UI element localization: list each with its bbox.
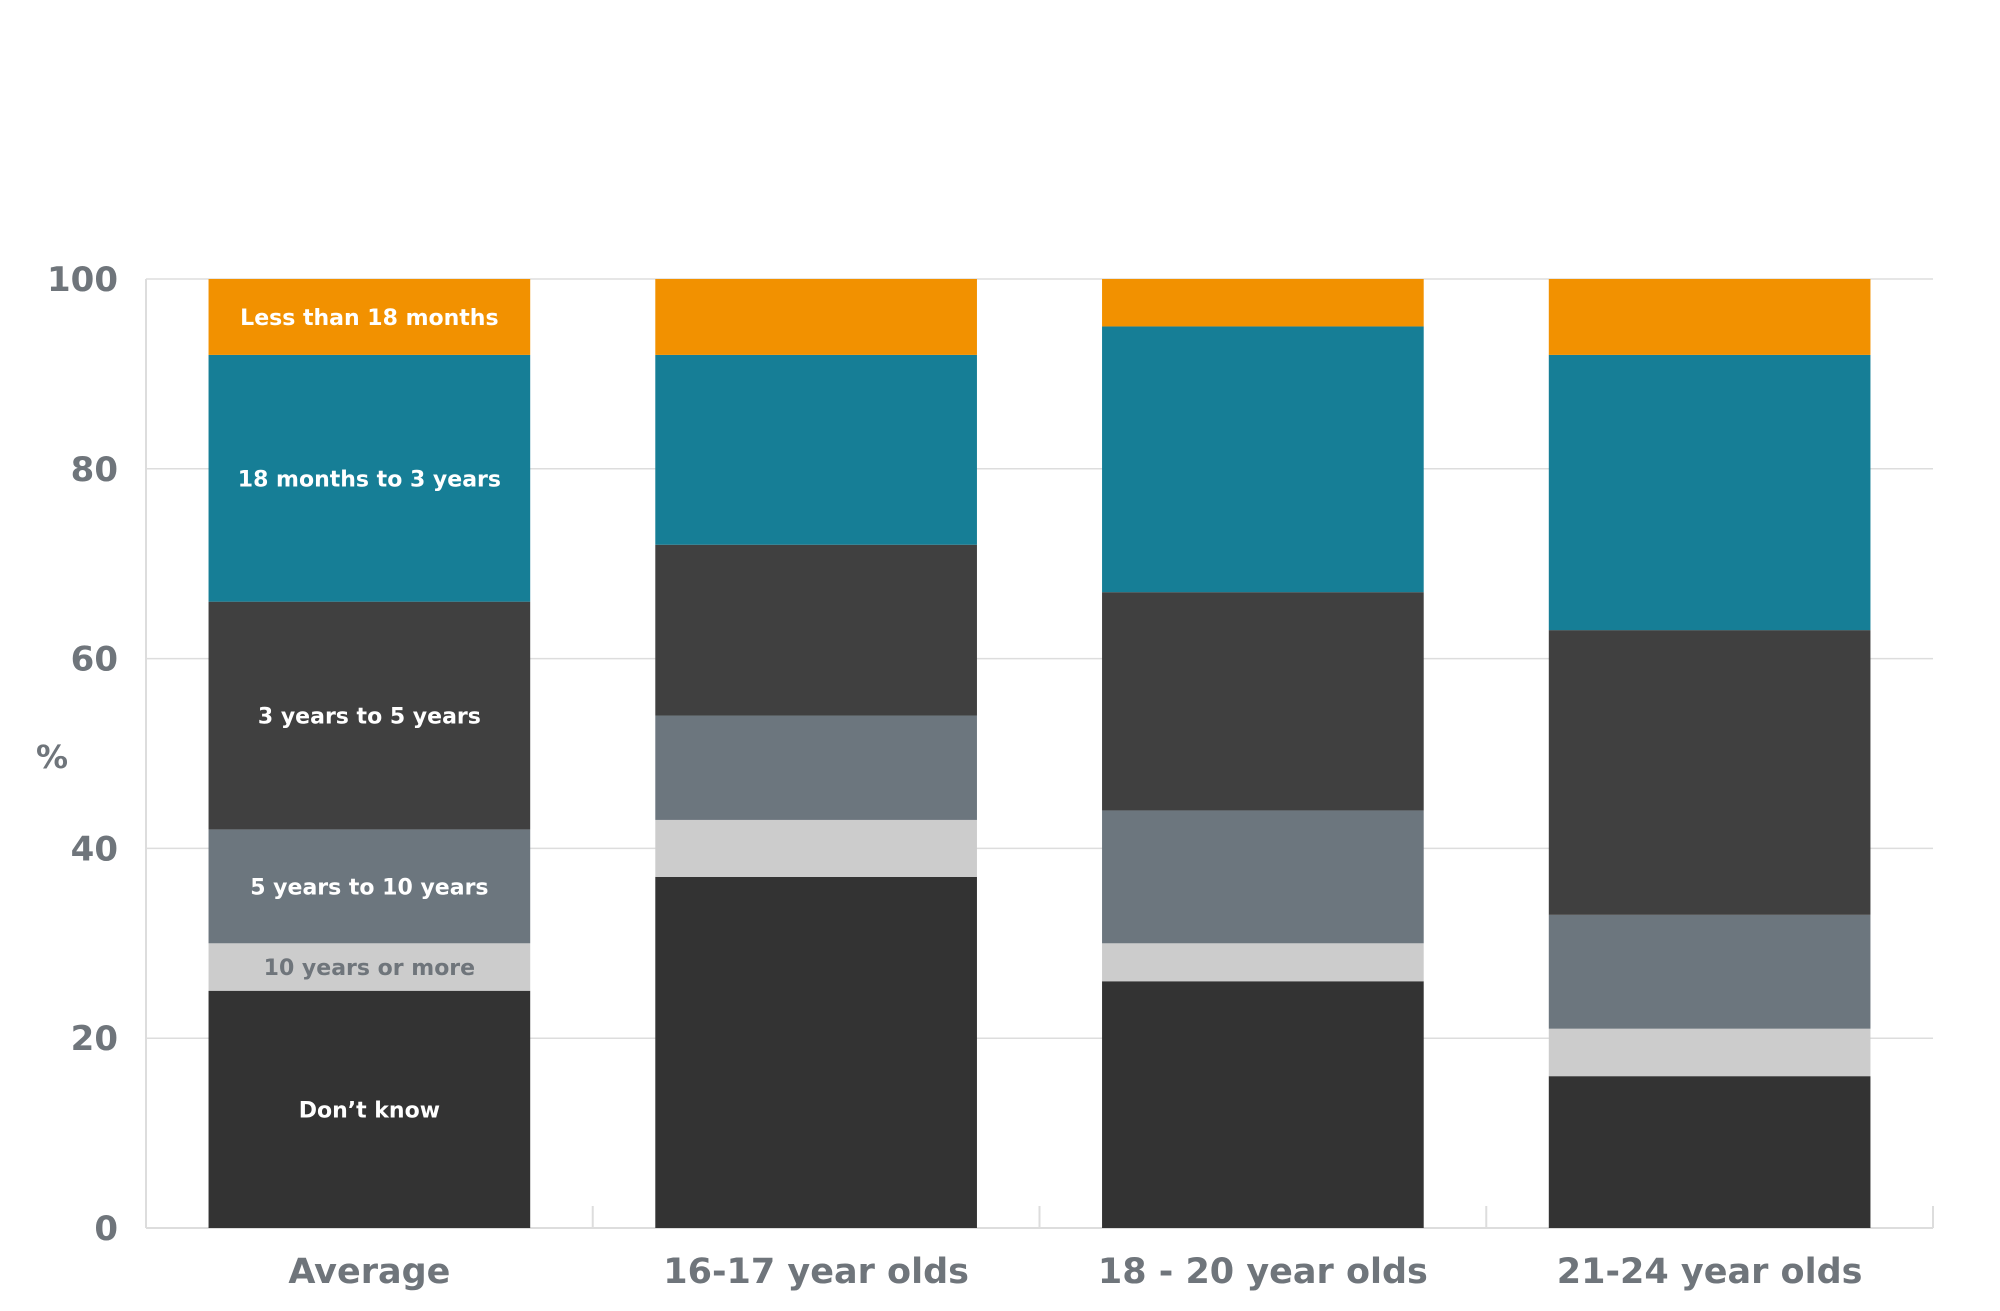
bar-segment [655,544,977,716]
x-category-label: 18 - 20 year olds [1098,1252,1428,1292]
y-tick-label-20: 20 [71,1019,118,1059]
bar-segment [208,829,531,944]
bar-segment [655,819,977,877]
y-tick-label-80: 80 [71,450,118,490]
y-tick-label-40: 40 [71,829,118,869]
bar-segment [1548,630,1871,915]
segment-label: Don’t know [299,1098,440,1123]
bar-segment [1102,943,1424,982]
bar-segment [1102,326,1424,593]
y-tick-label-0: 0 [94,1209,118,1249]
bar-segment [1102,981,1424,1228]
bar-segment [1102,279,1424,327]
segment-label: 18 months to 3 years [238,467,501,492]
segment-label: Less than 18 months [240,306,498,331]
bar-segment [208,354,531,602]
x-category-label: Average [288,1252,450,1292]
segment-label: 10 years or more [264,956,475,981]
segment-label: 3 years to 5 years [258,705,481,730]
bar-segment [1548,279,1871,355]
bar-segment [655,354,977,545]
bar-segment [1548,354,1871,631]
y-axis-ticks: 0 20 40 60 80 100 [47,260,118,1249]
bar-segment [1548,1076,1871,1228]
y-tick-label-60: 60 [71,640,118,680]
bar-segment [208,279,531,355]
bar-segment [655,715,977,820]
bar-segment [208,943,531,991]
bar-segment [208,601,531,830]
bar-segment [1102,810,1424,944]
bar-segment [1548,914,1871,1029]
y-tick-label-100: 100 [47,260,118,300]
x-category-label: 16-17 year olds [663,1252,969,1292]
x-axis-categories: Average 16-17 year olds 18 - 20 year olds 2… [288,1252,1862,1292]
bar-segment [655,876,977,1228]
bars [208,279,1871,1228]
segment-labels: Don’t know 10 years or more 5 years to 10 … [238,306,501,1123]
bar-segment [655,279,977,355]
bar-segment [1548,1028,1871,1077]
segment-label: 5 years to 10 years [250,875,488,900]
bar-segment [1102,592,1424,811]
y-axis-label: % [36,738,68,776]
bar-segment [208,990,531,1228]
x-category-label: 21-24 year olds [1557,1252,1863,1292]
